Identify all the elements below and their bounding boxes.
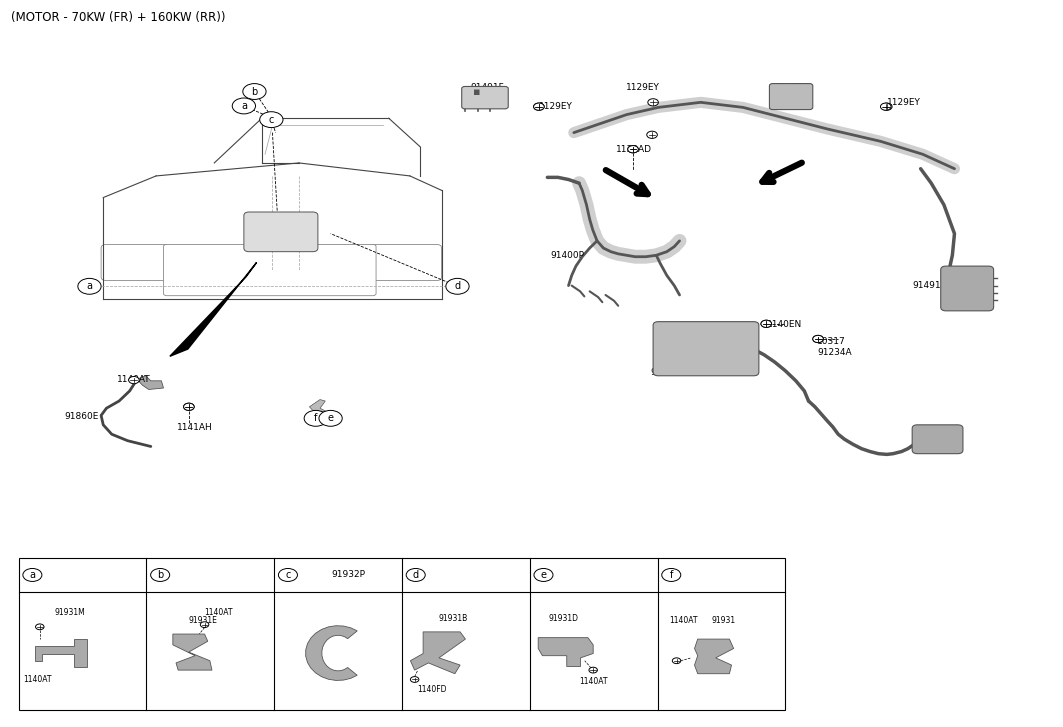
- Text: 1129EY: 1129EY: [626, 84, 659, 92]
- Circle shape: [129, 377, 139, 384]
- Polygon shape: [538, 638, 593, 667]
- Text: 1141AH: 1141AH: [178, 423, 213, 433]
- Text: 91491F: 91491F: [470, 84, 504, 92]
- FancyBboxPatch shape: [101, 244, 170, 281]
- FancyBboxPatch shape: [368, 244, 441, 281]
- Text: a: a: [30, 570, 35, 580]
- Circle shape: [662, 569, 680, 582]
- Circle shape: [279, 569, 298, 582]
- Text: 1130AD: 1130AD: [617, 145, 652, 153]
- Circle shape: [813, 335, 824, 342]
- Text: e: e: [540, 570, 546, 580]
- Text: f: f: [670, 570, 673, 580]
- Circle shape: [672, 658, 680, 664]
- Circle shape: [813, 335, 824, 342]
- FancyBboxPatch shape: [243, 212, 318, 252]
- Text: b: b: [157, 570, 164, 580]
- Text: c: c: [285, 570, 290, 580]
- FancyBboxPatch shape: [461, 87, 508, 109]
- Text: e: e: [327, 414, 334, 423]
- Circle shape: [259, 112, 283, 127]
- Text: 1140AT: 1140AT: [579, 678, 607, 686]
- Text: 91931E: 91931E: [189, 616, 218, 624]
- Text: (MOTOR - 70KW (FR) + 160KW (RR)): (MOTOR - 70KW (FR) + 160KW (RR)): [12, 12, 225, 25]
- Circle shape: [445, 278, 469, 294]
- Text: 1129EY: 1129EY: [539, 103, 573, 111]
- Circle shape: [628, 145, 638, 153]
- Polygon shape: [306, 626, 357, 680]
- Polygon shape: [173, 634, 212, 670]
- Circle shape: [406, 569, 425, 582]
- Text: a: a: [241, 101, 247, 111]
- Text: f: f: [314, 414, 318, 423]
- Circle shape: [78, 278, 101, 294]
- Text: 91400P: 91400P: [551, 251, 585, 260]
- Circle shape: [881, 103, 892, 111]
- Text: d: d: [412, 570, 419, 580]
- Text: 1140FD: 1140FD: [417, 685, 446, 694]
- Text: 91931D: 91931D: [549, 614, 578, 623]
- Circle shape: [200, 622, 208, 627]
- Polygon shape: [410, 632, 466, 674]
- Text: 1129EY: 1129EY: [887, 98, 921, 107]
- Text: 1140AT: 1140AT: [117, 375, 151, 384]
- Circle shape: [761, 320, 772, 327]
- Text: a: a: [86, 281, 92, 292]
- Circle shape: [646, 131, 657, 138]
- Circle shape: [534, 569, 553, 582]
- Text: b: b: [251, 87, 257, 97]
- Text: 1140AT: 1140AT: [670, 616, 698, 624]
- Text: 91932P: 91932P: [332, 571, 366, 579]
- Circle shape: [242, 84, 266, 100]
- Text: 91931M: 91931M: [54, 608, 85, 617]
- Circle shape: [319, 411, 342, 426]
- Polygon shape: [170, 262, 256, 356]
- Circle shape: [628, 145, 638, 153]
- FancyBboxPatch shape: [941, 266, 994, 311]
- FancyBboxPatch shape: [653, 321, 759, 376]
- FancyBboxPatch shape: [164, 244, 376, 296]
- Text: 1140AT: 1140AT: [204, 608, 233, 617]
- Polygon shape: [34, 639, 87, 667]
- Text: 91491G: 91491G: [776, 84, 811, 92]
- Circle shape: [410, 677, 419, 683]
- FancyBboxPatch shape: [912, 425, 963, 454]
- Circle shape: [151, 569, 170, 582]
- Text: c: c: [269, 115, 274, 124]
- Circle shape: [232, 98, 255, 114]
- Circle shape: [184, 403, 195, 411]
- Circle shape: [35, 624, 44, 630]
- Bar: [19, 558, 786, 710]
- Text: 1140AT: 1140AT: [23, 675, 52, 684]
- FancyBboxPatch shape: [770, 84, 813, 110]
- Text: 91950M: 91950M: [649, 369, 687, 377]
- Circle shape: [589, 667, 597, 673]
- Text: 91860E: 91860E: [64, 412, 99, 422]
- Text: 91931: 91931: [711, 616, 736, 624]
- Circle shape: [534, 103, 544, 111]
- Text: 91491K: 91491K: [912, 281, 947, 290]
- Text: 91931B: 91931B: [438, 614, 468, 623]
- Circle shape: [647, 99, 658, 106]
- Text: 10317: 10317: [817, 337, 846, 345]
- Circle shape: [534, 103, 544, 111]
- Polygon shape: [309, 400, 328, 412]
- Text: 91234A: 91234A: [817, 348, 851, 357]
- Text: d: d: [454, 281, 460, 292]
- Polygon shape: [137, 376, 164, 390]
- Circle shape: [184, 403, 195, 411]
- Circle shape: [23, 569, 41, 582]
- Polygon shape: [694, 639, 733, 674]
- Text: ▪: ▪: [473, 87, 480, 97]
- Text: 1140EN: 1140EN: [767, 320, 803, 329]
- Circle shape: [761, 320, 772, 327]
- Circle shape: [304, 411, 327, 426]
- Circle shape: [880, 103, 891, 111]
